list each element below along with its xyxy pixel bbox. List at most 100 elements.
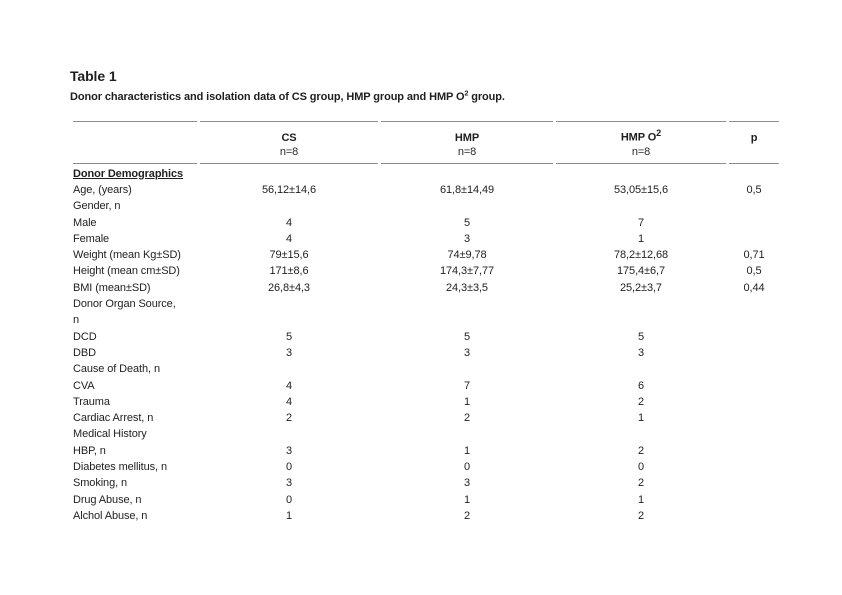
hmp-value: 24,3±3,5 [446, 281, 488, 294]
row-label: CVA [73, 379, 95, 392]
cs-value: 1 [285, 509, 293, 522]
cs-value [200, 361, 378, 377]
cs-value [200, 164, 378, 182]
p-value: 0,44 [743, 281, 765, 294]
row-label: Drug Abuse, n [73, 493, 142, 506]
row-label: Female [73, 232, 110, 245]
table-row: Cause of Death, n [73, 361, 779, 377]
table-row: Alchol Abuse, n 1 2 2 [73, 508, 779, 524]
hmp-o2-value: 0 [637, 461, 645, 473]
p-value [729, 492, 779, 508]
row-label: Trauma [73, 395, 110, 408]
table-row: DCD 5 5 5 [73, 329, 779, 345]
cs-value: 0 [285, 493, 293, 506]
cs-value: 4 [285, 216, 293, 229]
table-row: Age, (years) 56,12±14,6 61,8±14,49 53,05… [73, 182, 779, 198]
p-value [729, 410, 779, 426]
table-row: Donor Organ Source, n [73, 296, 779, 329]
hmp-value: 1 [463, 395, 471, 408]
hmp-o2-value [556, 426, 726, 442]
table-row: Weight (mean Kg±SD) 79±15,6 74±9,78 78,2… [73, 247, 779, 263]
cs-value: 0 [285, 461, 293, 473]
row-label: DCD [73, 330, 97, 343]
p-value [729, 296, 779, 329]
header-cs: CS [200, 121, 378, 145]
cs-value: 4 [285, 379, 293, 392]
row-label: Donor Demographics [73, 167, 184, 180]
row-label: Smoking, n [73, 477, 128, 490]
hmp-o2-value: 175,4±6,7 [617, 265, 665, 278]
hmp-o2-value [556, 164, 726, 182]
row-label: HBP, n [73, 444, 106, 457]
table-row: HBP, n 3 1 2 [73, 443, 779, 459]
hmp-o2-value: 6 [637, 379, 645, 392]
p-value [729, 459, 779, 475]
hmp-value: 2 [463, 412, 471, 425]
p-value [729, 215, 779, 231]
cs-value: 79±15,6 [269, 249, 309, 262]
hmp-o2-value [556, 198, 726, 214]
cs-value: 3 [285, 444, 293, 457]
row-label: Gender, n [73, 200, 121, 213]
subheader-hmp-o2-n: n=8 [556, 145, 726, 164]
hmp-o2-value: 53,05±15,6 [614, 183, 668, 196]
p-value [729, 164, 779, 182]
subheader-p-empty [729, 145, 779, 164]
hmp-o2-value: 78,2±12,68 [614, 249, 668, 262]
p-value [729, 378, 779, 394]
hmp-value: 74±9,78 [447, 249, 487, 262]
hmp-value: 61,8±14,49 [440, 183, 494, 196]
table-body: Donor Demographics Age, (years) 56,12±14… [73, 164, 779, 525]
hmp-value [381, 198, 553, 214]
table-caption: Donor characteristics and isolation data… [70, 90, 776, 103]
row-label: Cause of Death, n [73, 363, 160, 376]
hmp-value: 5 [463, 216, 471, 229]
row-label: Age, (years) [73, 183, 132, 196]
hmp-value [381, 164, 553, 182]
header-superscript: 2 [656, 128, 662, 138]
table-row: Gender, n [73, 198, 779, 214]
cs-value: 171±8,6 [269, 265, 309, 278]
p-value [729, 426, 779, 442]
row-label: Medical History [73, 428, 147, 441]
hmp-o2-value: 2 [637, 444, 645, 457]
table-row: CVA 4 7 6 [73, 378, 779, 394]
table-row: BMI (mean±SD) 26,8±4,3 24,3±3,5 25,2±3,7… [73, 280, 779, 296]
cs-value: 2 [285, 412, 293, 425]
cs-value: 26,8±4,3 [268, 281, 310, 294]
p-value [729, 394, 779, 410]
hmp-o2-value [556, 296, 726, 329]
cs-value: 5 [285, 330, 293, 343]
hmp-value: 0 [463, 461, 471, 473]
hmp-o2-value [556, 361, 726, 377]
p-value [729, 329, 779, 345]
hmp-value: 3 [463, 477, 471, 490]
donor-characteristics-table: CS HMP HMP O2 p n=8 n=8 n=8 Donor Demogr… [70, 121, 782, 524]
p-value [729, 475, 779, 491]
p-value [729, 443, 779, 459]
p-value: 0,5 [746, 183, 762, 196]
table-row: Drug Abuse, n 0 1 1 [73, 492, 779, 508]
row-label: BMI (mean±SD) [73, 281, 151, 294]
row-label: Weight (mean Kg±SD) [73, 249, 181, 262]
header-row-n: n=8 n=8 n=8 [73, 145, 779, 164]
cs-value: 4 [285, 395, 293, 408]
cs-value: 3 [285, 477, 293, 490]
hmp-o2-value: 7 [637, 216, 645, 229]
hmp-o2-value: 2 [637, 509, 645, 522]
header-p: p [729, 121, 779, 145]
p-value: 0,71 [743, 249, 765, 262]
table-row: Male 4 5 7 [73, 215, 779, 231]
p-value [729, 508, 779, 524]
caption-suffix: group. [468, 91, 505, 103]
hmp-value: 7 [463, 379, 471, 392]
header-empty [73, 121, 197, 145]
p-value [729, 198, 779, 214]
row-label: Donor Organ Source, n [73, 298, 176, 327]
row-label: DBD [73, 346, 96, 359]
hmp-value: 2 [463, 509, 471, 522]
hmp-value: 3 [463, 346, 471, 359]
subheader-empty [73, 145, 197, 164]
p-value [729, 361, 779, 377]
caption-text: Donor characteristics and isolation data… [70, 91, 465, 103]
